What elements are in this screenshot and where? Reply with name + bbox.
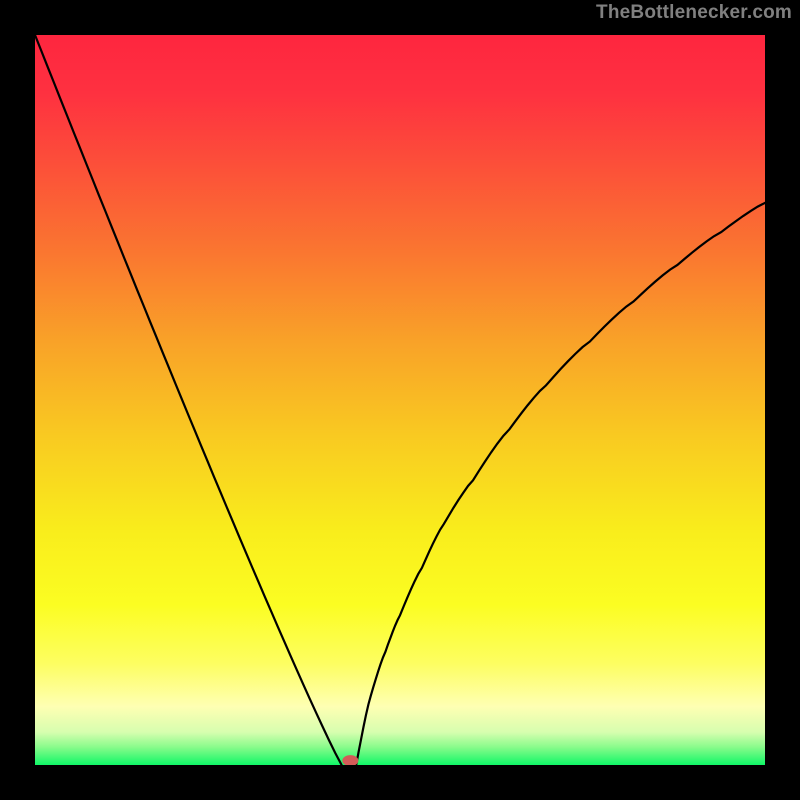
bottleneck-curve xyxy=(35,35,765,765)
optimal-point-marker xyxy=(342,755,358,765)
plot-area xyxy=(35,35,765,765)
bottleneck-curve-path xyxy=(35,35,765,765)
chart-container: TheBottlenecker.com xyxy=(0,0,800,800)
watermark-label: TheBottlenecker.com xyxy=(596,2,792,24)
